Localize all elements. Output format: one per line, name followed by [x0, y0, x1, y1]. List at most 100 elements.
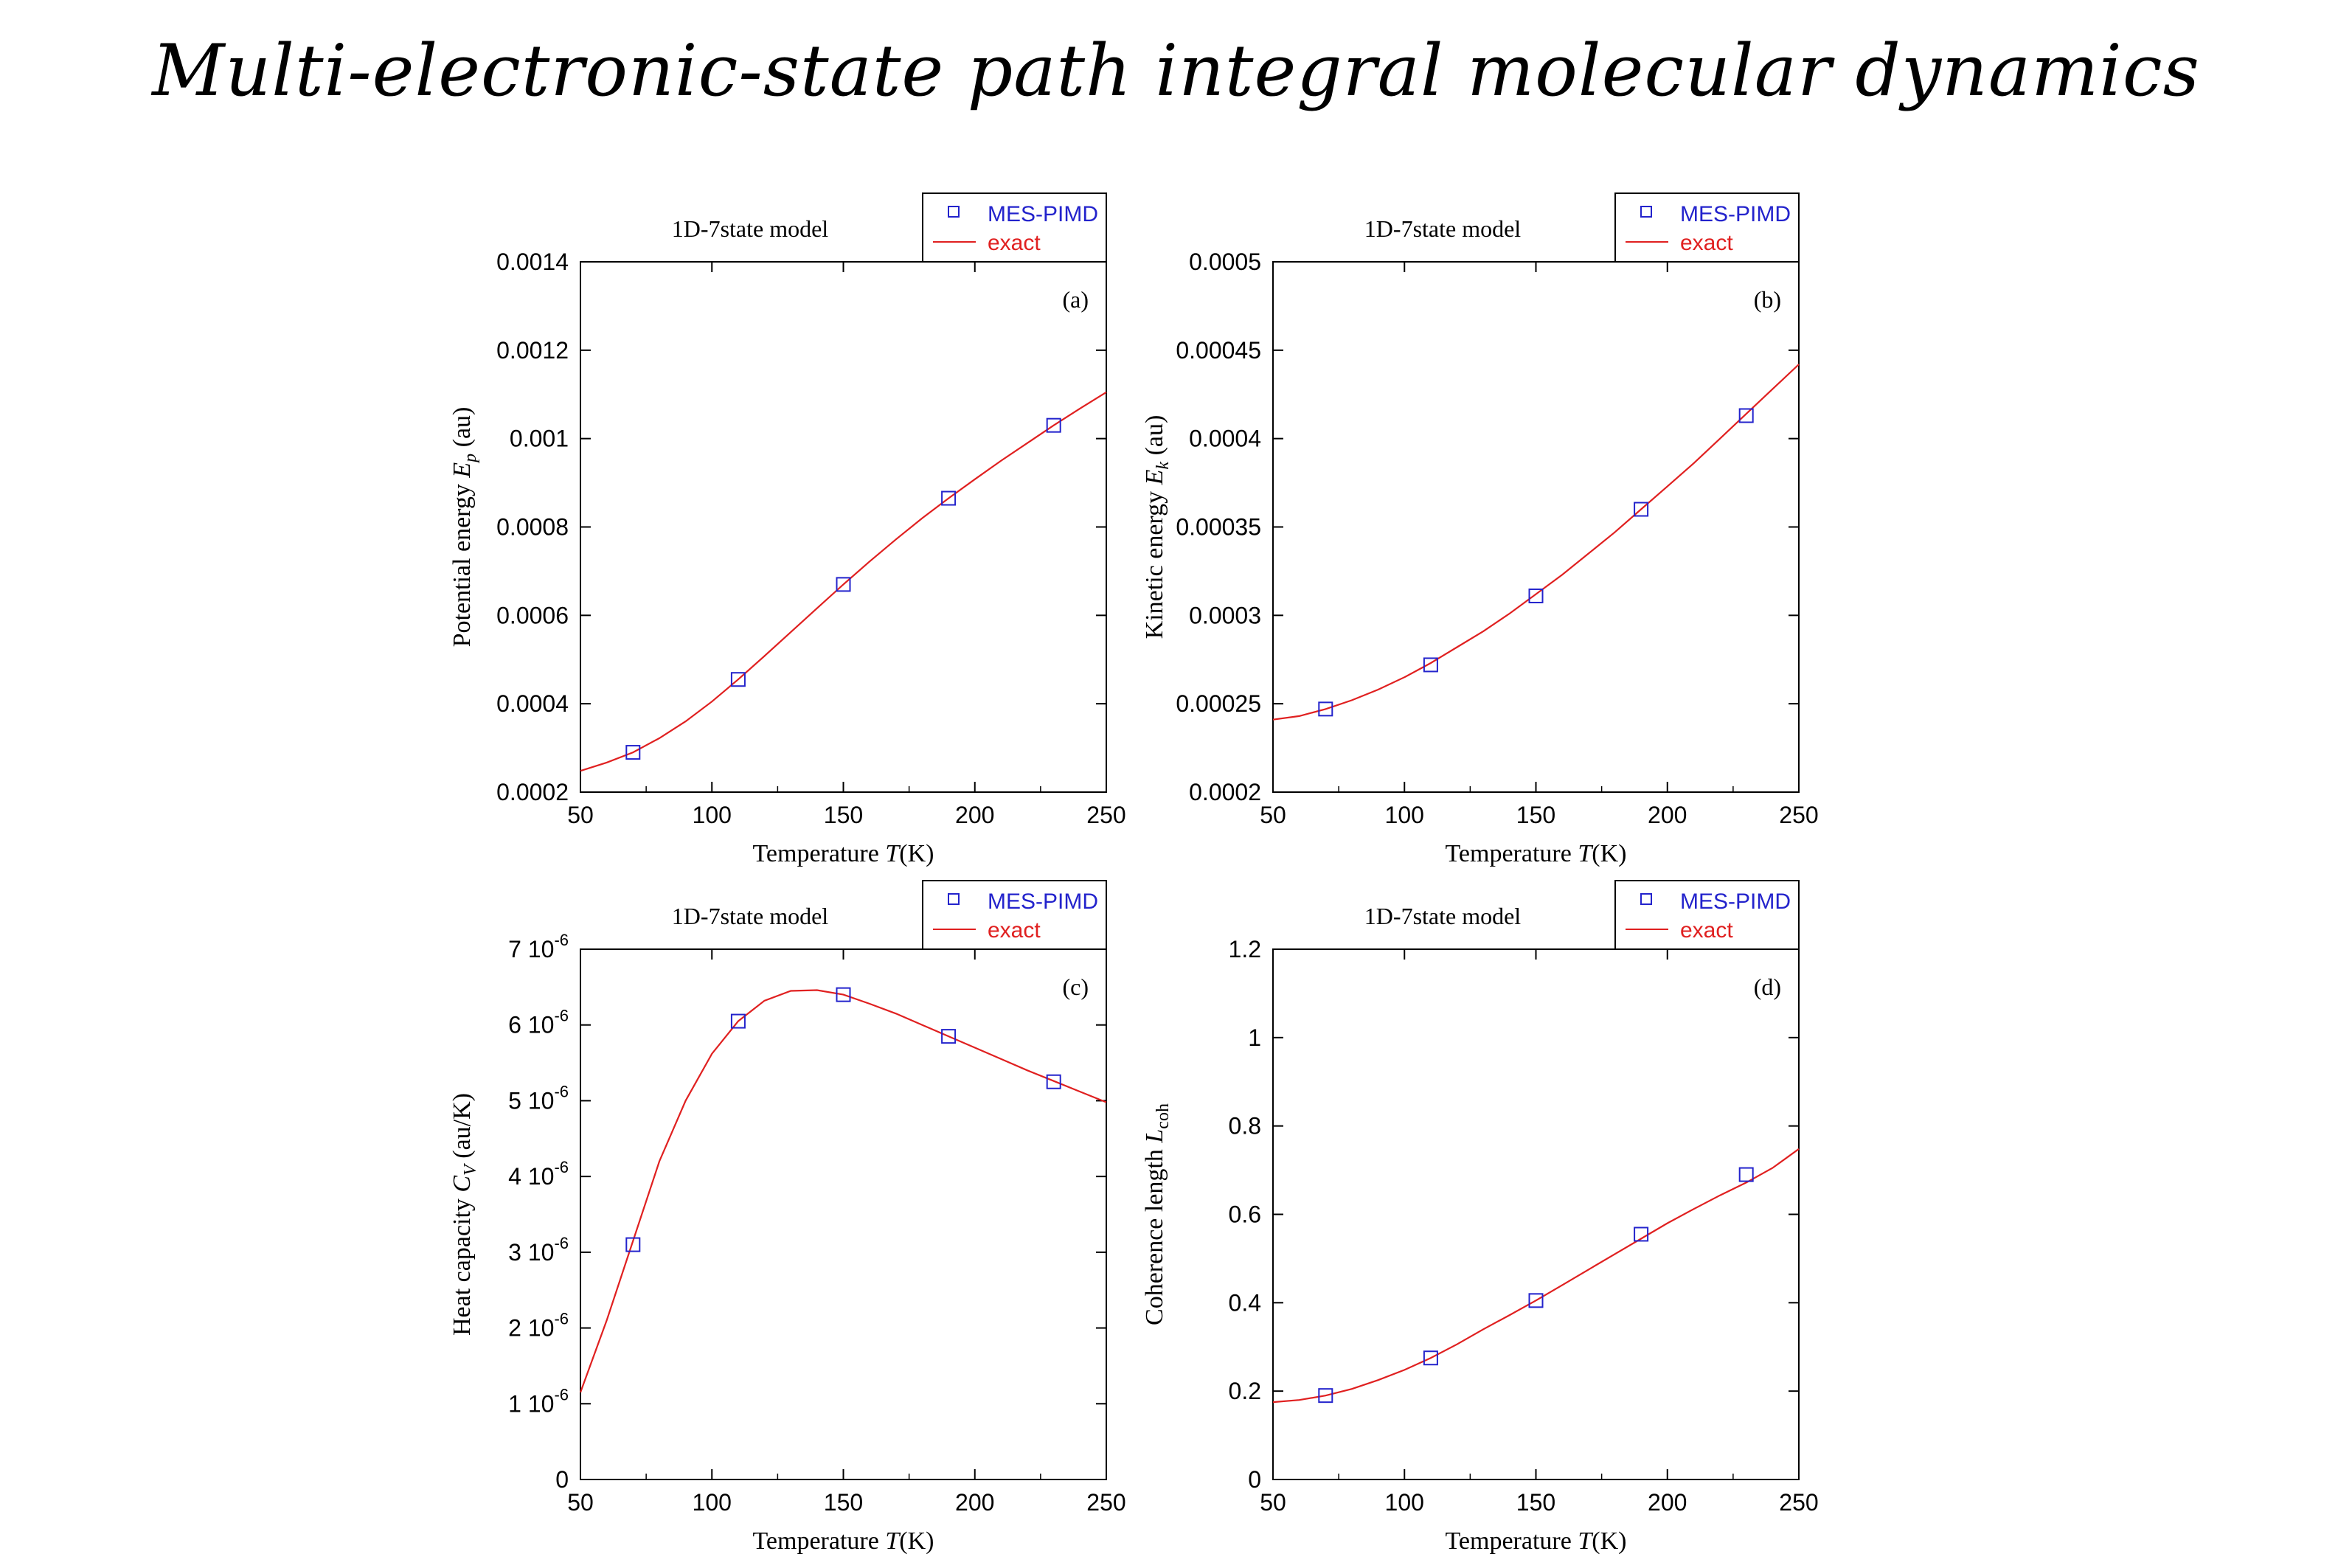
plot-frame: [580, 948, 1107, 1480]
data-point-mes: [1318, 1388, 1333, 1404]
x-label-symbol: T: [885, 840, 901, 867]
legend-label-exact: exact: [988, 918, 1041, 943]
y-tick-label: 0.4: [1229, 1289, 1261, 1316]
y-tick-label: 0.0002: [496, 779, 569, 805]
data-point-mes: [836, 577, 851, 592]
chart-title: 1D-7state model: [672, 903, 829, 929]
y-tick-label: 0.0012: [496, 337, 569, 364]
y-tick-label: 4 10-6: [508, 1158, 569, 1190]
y-tick-label: 3 10-6: [508, 1234, 569, 1266]
y-tick-label: 0.2: [1229, 1378, 1261, 1404]
y-axis-label: Heat capacity CV (au/K): [448, 1093, 480, 1336]
x-tick-label: 100: [1385, 1489, 1424, 1516]
data-point-mes: [1423, 657, 1438, 673]
y-tick-label: 5 10-6: [508, 1082, 569, 1114]
chart-title: 1D-7state model: [672, 215, 829, 242]
page-title: Multi-electronic-state path integral mol…: [152, 30, 2200, 112]
x-tick-label: 250: [1779, 802, 1818, 828]
panel-label: (c): [1062, 974, 1089, 1000]
legend-marker-mes: [1640, 206, 1652, 218]
x-label-text: Temperature: [753, 1527, 886, 1555]
y-axis-label: Potential energy Ep (au): [448, 407, 480, 648]
legend-box: [1614, 880, 1800, 950]
chart-title: 1D-7state model: [1364, 903, 1522, 929]
x-tick-label: 200: [955, 1489, 994, 1516]
y-label-subscript: k: [1154, 462, 1173, 470]
data-point-mes: [1046, 417, 1061, 433]
y-tick-label: 0.0002: [1189, 779, 1261, 805]
data-point-mes: [625, 1237, 641, 1252]
y-label-symbol: L: [1141, 1129, 1168, 1144]
y-tick-label: 1: [1248, 1024, 1261, 1051]
y-tick-label: 7 10-6: [508, 931, 569, 962]
x-label-symbol: T: [1578, 1527, 1593, 1555]
chart-panel-a: 50 100 150 200 250 0.0002 0.0004 0.0006 0.0008 0.…: [448, 192, 1126, 867]
y-tick-label: 0.0005: [1189, 249, 1261, 275]
x-label-unit: (K): [1592, 840, 1626, 867]
x-tick-label: 150: [1516, 802, 1555, 828]
y-tick-exponent: -6: [554, 1007, 569, 1025]
y-tick-base: 4 10: [508, 1163, 554, 1190]
x-tick-label: 100: [693, 802, 732, 828]
chart-panel-d: 50 100 150 200 250 0 0.2 0.4 0.6 0.8 1 1.2 1D-7state…: [1141, 880, 1819, 1555]
x-label-text: Temperature: [1446, 1527, 1578, 1555]
y-tick-label: 0.00035: [1176, 514, 1261, 541]
legend-box: [922, 192, 1107, 263]
data-point-mes: [1528, 1293, 1544, 1308]
y-tick-label: 0.6: [1229, 1201, 1261, 1228]
data-point-mes: [730, 1013, 746, 1029]
y-tick-exponent: -6: [554, 1158, 569, 1176]
legend-marker-mes: [948, 893, 960, 905]
y-tick-label: 0.0006: [496, 602, 569, 628]
x-label-text: Temperature: [753, 840, 886, 867]
y-tick-label: 6 10-6: [508, 1007, 569, 1038]
x-label-unit: (K): [899, 840, 934, 867]
data-point-mes: [941, 1029, 957, 1044]
y-axis-label: Kinetic energy Ek (au): [1141, 415, 1173, 639]
y-tick-base: 6 10: [508, 1012, 554, 1038]
y-tick-label: 0.0008: [496, 514, 569, 541]
series-line-exact: [1272, 1148, 1800, 1404]
data-point-mes: [1528, 588, 1544, 603]
data-point-mes: [1634, 502, 1649, 517]
data-point-mes: [730, 672, 746, 687]
x-label-unit: (K): [1592, 1527, 1626, 1555]
x-tick-label: 150: [1516, 1489, 1555, 1516]
y-tick-label: 0.00025: [1176, 690, 1261, 717]
plot-frame: [1272, 261, 1800, 793]
y-label-symbol: E: [448, 462, 476, 479]
y-tick-exponent: -6: [554, 1082, 569, 1100]
legend-box: [922, 880, 1107, 950]
y-tick-label: 0: [1248, 1466, 1261, 1493]
legend-marker-mes: [1640, 893, 1652, 905]
y-tick-base: 1 10: [508, 1390, 554, 1417]
data-point-mes: [836, 987, 851, 1002]
x-tick-label: 150: [824, 1489, 863, 1516]
series-line-exact: [579, 989, 1107, 1393]
y-label-subscript: coh: [1154, 1103, 1173, 1129]
data-point-mes: [1738, 408, 1754, 423]
y-tick-base: 5 10: [508, 1087, 554, 1114]
x-tick-label: 100: [693, 1489, 732, 1516]
legend-label-exact: exact: [988, 231, 1041, 255]
x-label-symbol: T: [885, 1527, 901, 1555]
panel-label: (a): [1062, 286, 1089, 313]
x-tick-label: 200: [955, 802, 994, 828]
y-tick-label: 2 10-6: [508, 1310, 569, 1342]
y-label-symbol: E: [1141, 469, 1168, 485]
x-tick-label: 100: [1385, 802, 1424, 828]
legend-label-mes: MES-PIMD: [1680, 202, 1791, 226]
legend-label-mes: MES-PIMD: [988, 202, 1098, 226]
y-label-text: Heat capacity: [448, 1193, 476, 1336]
y-tick-label: 1.2: [1229, 936, 1261, 962]
data-point-mes: [1634, 1227, 1649, 1242]
legend-box: [1614, 192, 1800, 263]
data-point-mes: [625, 745, 641, 760]
y-tick-exponent: -6: [554, 931, 569, 949]
x-tick-label: 50: [567, 802, 594, 828]
y-label-subscript: V: [461, 1163, 480, 1176]
y-label-suffix: (au/K): [448, 1093, 476, 1165]
panel-label: (d): [1754, 974, 1781, 1000]
